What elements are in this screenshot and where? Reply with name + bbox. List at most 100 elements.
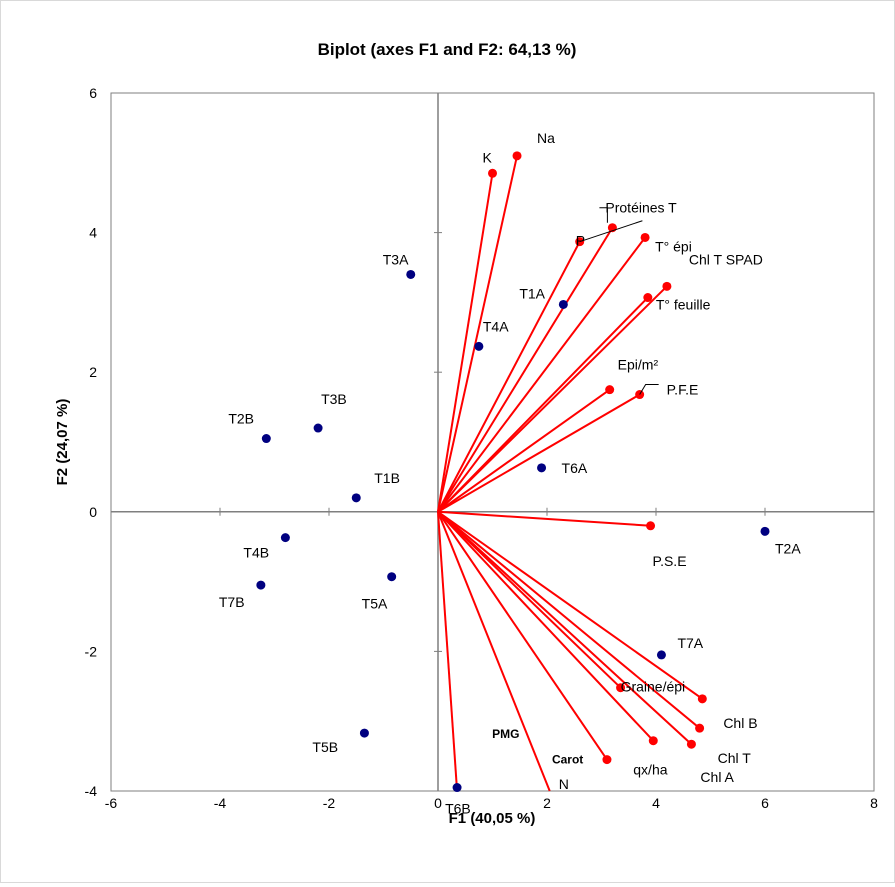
- label-p-f-e: P.F.E: [667, 382, 699, 398]
- chart-title: Biplot (axes F1 and F2: 64,13 %): [318, 40, 577, 59]
- leader-proteines-t: [599, 207, 608, 223]
- x-tick-label: -4: [214, 795, 227, 811]
- label-t1b: T1B: [374, 470, 400, 486]
- vector-p-s-e: [437, 510, 651, 527]
- y-tick-label: 2: [89, 364, 97, 380]
- leader-pfe: [639, 384, 659, 395]
- vector-point-p-s-e: [646, 521, 656, 531]
- zero-axes: [111, 93, 874, 791]
- label-chl-t-spad: Chl T SPAD: [689, 251, 763, 267]
- label-leader-lines: [579, 207, 659, 395]
- vector-qx-ha: [437, 511, 655, 742]
- point-t1b: [351, 493, 361, 503]
- vector-point-epi-m: [605, 385, 615, 395]
- label-t3b: T3B: [321, 391, 347, 407]
- vector-na: [437, 155, 519, 513]
- label-chl-b: Chl B: [723, 715, 757, 731]
- observation-points: [256, 269, 770, 793]
- vector-proteines-t: [437, 227, 614, 513]
- point-t2a: [760, 526, 770, 536]
- point-t5a: [387, 572, 397, 582]
- x-tick-label: 4: [652, 795, 660, 811]
- vector-t-epi: [437, 236, 646, 513]
- label-t2b: T2B: [228, 411, 254, 427]
- x-tick-label: -6: [105, 795, 118, 811]
- point-t5b: [359, 728, 369, 738]
- point-t4b: [280, 533, 290, 543]
- vector-chl-a: [437, 511, 693, 745]
- point-t7b: [256, 580, 266, 590]
- label-t5a: T5A: [362, 596, 388, 612]
- point-t6b: [452, 783, 462, 793]
- vector-point-qx-ha: [648, 736, 658, 746]
- label-t5b: T5B: [312, 739, 338, 755]
- plot-area: [110, 92, 875, 792]
- point-t1a: [558, 299, 568, 309]
- label-chl-a: Chl A: [700, 769, 734, 785]
- y-tick-label: -2: [85, 643, 98, 659]
- vector-point-t-feuille: [643, 293, 653, 303]
- label-p-s-e: P.S.E: [653, 553, 687, 569]
- point-labels: T1A T1B T2A T2B T3A T3B T4A T4B T5A T5B T6A T6B T7A T…: [219, 130, 801, 817]
- point-t3a: [406, 269, 416, 279]
- label-t-feuille: T° feuille: [656, 297, 711, 313]
- vector-point-chl-t-spad: [662, 281, 672, 291]
- point-t7a: [656, 650, 666, 660]
- label-t4b: T4B: [243, 545, 269, 561]
- label-t6b: T6B: [445, 801, 471, 817]
- vector-t-feuille: [437, 296, 649, 513]
- x-tick-label: 6: [761, 795, 769, 811]
- vector-point-chl-b: [697, 694, 707, 704]
- vector-p-f-e: [437, 393, 641, 513]
- label-t2a: T2A: [775, 540, 801, 556]
- label-proteines-t: Protéines T: [605, 200, 677, 216]
- vector-pmg: [437, 511, 459, 792]
- label-carot: Carot: [552, 753, 583, 767]
- y-tick-label: 6: [89, 85, 97, 101]
- y-axis-title: F2 (24,07 %): [54, 399, 71, 486]
- label-pmg: PMG: [492, 727, 519, 741]
- vector-point-chl-t: [695, 723, 705, 733]
- vector-carot: [437, 511, 608, 761]
- vector-p: [437, 241, 581, 513]
- vector-epi-m: [437, 388, 611, 513]
- leader-p: [579, 220, 643, 243]
- y-axis-ticks: -4 -2 0 2 4 6: [85, 85, 442, 799]
- label-n: N: [559, 776, 569, 792]
- label-t3a: T3A: [383, 251, 409, 267]
- point-t6a: [537, 463, 547, 473]
- variable-vectors: [437, 151, 707, 792]
- label-t6a: T6A: [562, 460, 588, 476]
- label-epi-m: Epi/m²: [618, 357, 659, 373]
- label-t7b: T7B: [219, 594, 245, 610]
- point-t3b: [313, 423, 323, 433]
- x-tick-label: 0: [434, 795, 442, 811]
- label-chl-t: Chl T: [718, 750, 752, 766]
- label-t4a: T4A: [483, 318, 509, 334]
- vector-point-chl-a: [686, 739, 696, 749]
- label-na: Na: [537, 130, 555, 146]
- vector-n: [437, 511, 551, 792]
- y-tick-label: 0: [89, 504, 97, 520]
- label-p: P: [576, 233, 585, 249]
- vector-chl-t: [437, 511, 701, 729]
- vector-point-carot: [602, 755, 612, 765]
- label-k: K: [483, 149, 493, 165]
- x-axis-title: F1 (40,05 %): [449, 810, 536, 827]
- x-tick-label: -2: [323, 795, 336, 811]
- x-axis-ticks: -6 -4 -2 0 2 4 6 8: [105, 507, 878, 811]
- label-t1a: T1A: [519, 285, 545, 301]
- point-t2b: [261, 434, 271, 444]
- vector-graine-epi: [437, 511, 622, 689]
- label-t7a: T7A: [677, 635, 703, 651]
- vector-point-na: [512, 151, 522, 161]
- y-tick-label: 4: [89, 225, 97, 241]
- vector-k: [437, 173, 494, 512]
- vector-point-graine-epi: [616, 683, 626, 693]
- vector-chl-b: [437, 510, 703, 700]
- y-tick-label: -4: [85, 783, 98, 799]
- vector-point-t-epi: [640, 232, 650, 242]
- label-qx-ha: qx/ha: [633, 762, 667, 778]
